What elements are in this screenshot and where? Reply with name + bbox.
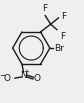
- Text: −: −: [0, 71, 6, 80]
- Text: F: F: [60, 32, 65, 41]
- Text: +: +: [23, 69, 29, 75]
- Text: F: F: [42, 4, 47, 13]
- Text: N: N: [20, 71, 27, 80]
- Text: F: F: [61, 12, 67, 21]
- Text: O: O: [34, 74, 41, 83]
- Text: O: O: [4, 74, 11, 83]
- Text: Br: Br: [54, 44, 64, 53]
